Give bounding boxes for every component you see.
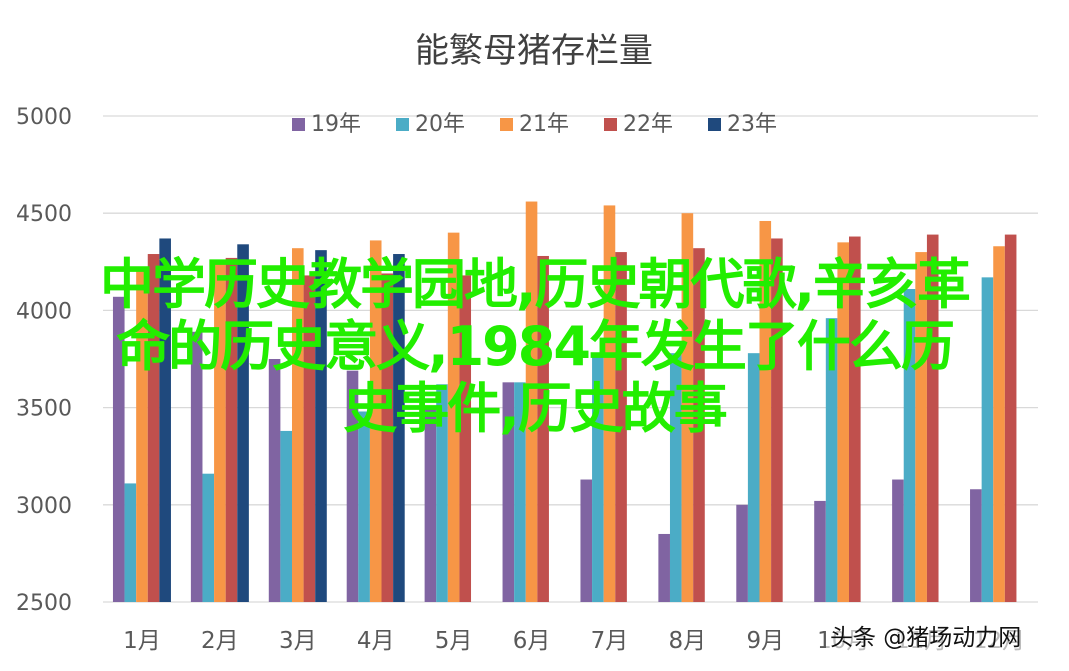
bar [926, 234, 939, 603]
bar [268, 359, 281, 602]
bar [1004, 234, 1017, 603]
bar [291, 248, 304, 602]
x-tick-label: 5月 [435, 628, 473, 654]
bar [837, 242, 850, 603]
bar [502, 382, 515, 602]
legend-label: 19年 [311, 112, 361, 137]
bar [615, 252, 627, 602]
bar [303, 275, 316, 602]
bar [825, 318, 838, 602]
legend: 19年 20年 21年 22年 23年 [292, 112, 777, 137]
bar [747, 353, 760, 602]
legend-label: 22年 [623, 112, 673, 137]
overlay-text: 中学历史教学园地,历史朝代歌,辛亥革 命的历史意义,1984年发生了什么历 史事… [0, 254, 1069, 440]
x-tick-label: 9月 [746, 628, 784, 654]
bar [814, 500, 826, 602]
overlay-line-2: 命的历史意义,1984年发生了什么历 [116, 315, 955, 378]
bar [447, 232, 460, 602]
overlay-line-3: 史事件,历史故事 [343, 377, 728, 440]
legend-label: 23年 [727, 112, 777, 137]
chart-title: 能繁母猪存栏量 [415, 31, 653, 71]
legend-label: 20年 [415, 112, 465, 137]
bar [202, 473, 215, 602]
bar [436, 384, 448, 602]
bar [981, 277, 994, 602]
bar [136, 269, 148, 602]
y-tick-label: 3500 [16, 397, 72, 422]
bar [669, 353, 682, 602]
y-tick-label: 4000 [16, 299, 72, 324]
x-tick-label: 3月 [279, 628, 317, 654]
bar [514, 382, 526, 602]
bar [214, 259, 226, 602]
bar [459, 275, 472, 602]
bar [681, 213, 694, 602]
x-tick-label: 7月 [591, 628, 629, 654]
bar [159, 238, 171, 603]
bar [225, 257, 238, 602]
bar [346, 370, 359, 602]
x-tick-label: 1月 [123, 628, 161, 654]
bar [580, 479, 593, 602]
y-tick-label: 3000 [16, 494, 72, 519]
bar [592, 353, 604, 602]
bar [993, 246, 1005, 603]
y-tick-label: 2500 [16, 591, 72, 616]
legend-swatch [292, 118, 305, 131]
bar [658, 533, 670, 602]
bar [393, 254, 405, 603]
gridlines [103, 115, 1038, 603]
bar [970, 489, 982, 602]
bar [892, 479, 904, 602]
bar [112, 296, 125, 602]
bar [849, 236, 861, 602]
bar [693, 248, 705, 602]
bar [358, 411, 370, 602]
bar [525, 201, 538, 602]
bars [112, 201, 1017, 603]
legend-swatch [708, 118, 721, 131]
bar [759, 220, 772, 602]
y-axis-ticks: 2500 3000 3500 4000 4500 5000 [16, 105, 72, 616]
bar [147, 254, 160, 603]
bar [537, 255, 549, 602]
bar [736, 504, 748, 602]
bar [280, 430, 292, 602]
bar [237, 244, 249, 602]
bar [381, 273, 394, 602]
bar [603, 205, 616, 602]
bar [903, 289, 916, 602]
legend-swatch [396, 118, 409, 131]
bar [771, 238, 783, 603]
legend-swatch [500, 118, 513, 131]
y-tick-label: 4500 [16, 202, 72, 227]
legend-swatch [604, 118, 617, 131]
bar [369, 240, 382, 602]
bar [190, 331, 203, 602]
watermark: 头条 @猪场动力网 [826, 618, 1026, 652]
x-tick-label: 4月 [357, 628, 395, 654]
y-tick-label: 5000 [16, 105, 72, 130]
x-tick-label: 6月 [513, 628, 551, 654]
overlay-line-1: 中学历史教学园地,历史朝代歌,辛亥革 [99, 253, 971, 316]
x-tick-label: 8月 [669, 628, 707, 654]
bar [315, 250, 327, 603]
x-tick-label: 2月 [201, 628, 239, 654]
bar [915, 252, 927, 602]
bar [124, 483, 137, 602]
legend-label: 21年 [519, 112, 569, 137]
bar [424, 407, 437, 602]
